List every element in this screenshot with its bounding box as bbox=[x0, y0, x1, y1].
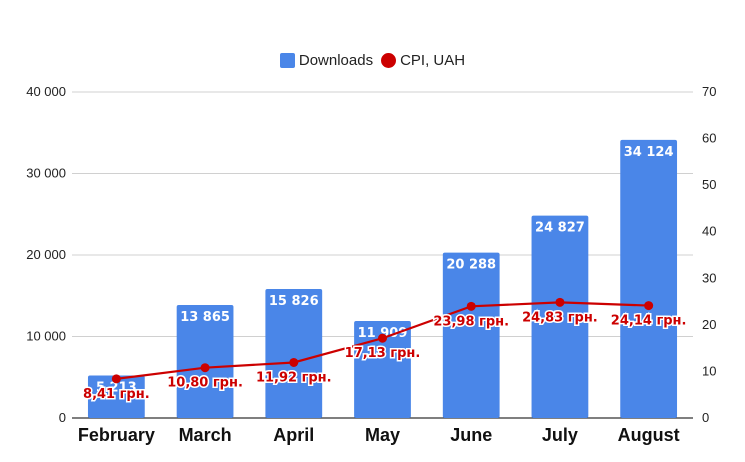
bar-downloads bbox=[531, 215, 589, 418]
legend-label-downloads: Downloads bbox=[298, 52, 374, 69]
x-category-label: August bbox=[618, 425, 680, 445]
bar-value-label: 24 827 bbox=[535, 221, 585, 236]
y-left-tick-label: 20 000 bbox=[26, 247, 66, 262]
bar-downloads bbox=[87, 375, 145, 418]
point-cpi bbox=[555, 297, 565, 307]
point-cpi bbox=[644, 301, 654, 311]
x-category-label: April bbox=[273, 425, 314, 445]
x-category-label: February bbox=[78, 425, 155, 445]
point-value-label: 8,41 грн. bbox=[83, 387, 150, 402]
y-right-tick-label: 50 bbox=[702, 177, 716, 192]
point-value-label: 23,98 грн. bbox=[433, 314, 509, 329]
bar-downloads bbox=[354, 320, 411, 418]
legend-item-downloads[interactable]: Downloads bbox=[279, 52, 374, 69]
point-value-label: 10,80 грн. bbox=[167, 376, 243, 391]
legend-swatch-downloads bbox=[279, 53, 295, 68]
point-value-label: 17,13 грн. bbox=[345, 346, 421, 361]
point-cpi bbox=[289, 357, 299, 367]
bar-downloads bbox=[176, 305, 234, 418]
bar-value-label: 20 288 bbox=[446, 258, 496, 273]
point-value-label: 24,83 грн. bbox=[522, 310, 598, 325]
bar-downloads bbox=[620, 139, 678, 418]
legend: Downloads CPI, UAH bbox=[0, 52, 745, 69]
x-category-label: July bbox=[542, 425, 578, 445]
bar-value-label: 15 826 bbox=[269, 294, 319, 309]
bar-value-label: 5 213 bbox=[96, 381, 137, 396]
x-category-label: June bbox=[450, 425, 492, 445]
bar-downloads bbox=[265, 289, 323, 418]
bar-downloads bbox=[442, 252, 500, 418]
y-right-tick-label: 10 bbox=[702, 363, 716, 378]
y-right-tick-label: 30 bbox=[702, 270, 716, 285]
y-left-tick-label: 10 000 bbox=[26, 329, 66, 344]
x-category-label: March bbox=[179, 425, 232, 445]
y-left-tick-label: 30 000 bbox=[26, 166, 66, 181]
point-value-label: 24,14 грн. bbox=[611, 314, 687, 329]
y-left-tick-label: 0 bbox=[59, 410, 66, 425]
y-right-tick-label: 20 bbox=[702, 317, 716, 332]
y-right-tick-label: 60 bbox=[702, 131, 716, 146]
point-cpi bbox=[200, 363, 210, 373]
legend-item-cpi[interactable]: CPI, UAH bbox=[381, 52, 465, 69]
point-value-label: 11,92 грн. bbox=[256, 370, 332, 385]
y-right-tick-label: 0 bbox=[702, 410, 709, 425]
bar-value-label: 11 909 bbox=[358, 326, 408, 341]
y-left-tick-label: 40 000 bbox=[26, 84, 66, 99]
bar-value-label: 13 865 bbox=[180, 310, 230, 325]
legend-swatch-cpi bbox=[381, 53, 397, 68]
legend-label-cpi: CPI, UAH bbox=[400, 52, 466, 69]
point-cpi bbox=[466, 301, 476, 311]
bar-value-label: 34 124 bbox=[624, 145, 674, 160]
y-right-tick-label: 40 bbox=[702, 224, 716, 239]
point-cpi bbox=[378, 333, 387, 343]
y-right-tick-label: 70 bbox=[702, 84, 716, 99]
x-category-label: May bbox=[365, 425, 400, 445]
point-cpi bbox=[111, 374, 121, 384]
